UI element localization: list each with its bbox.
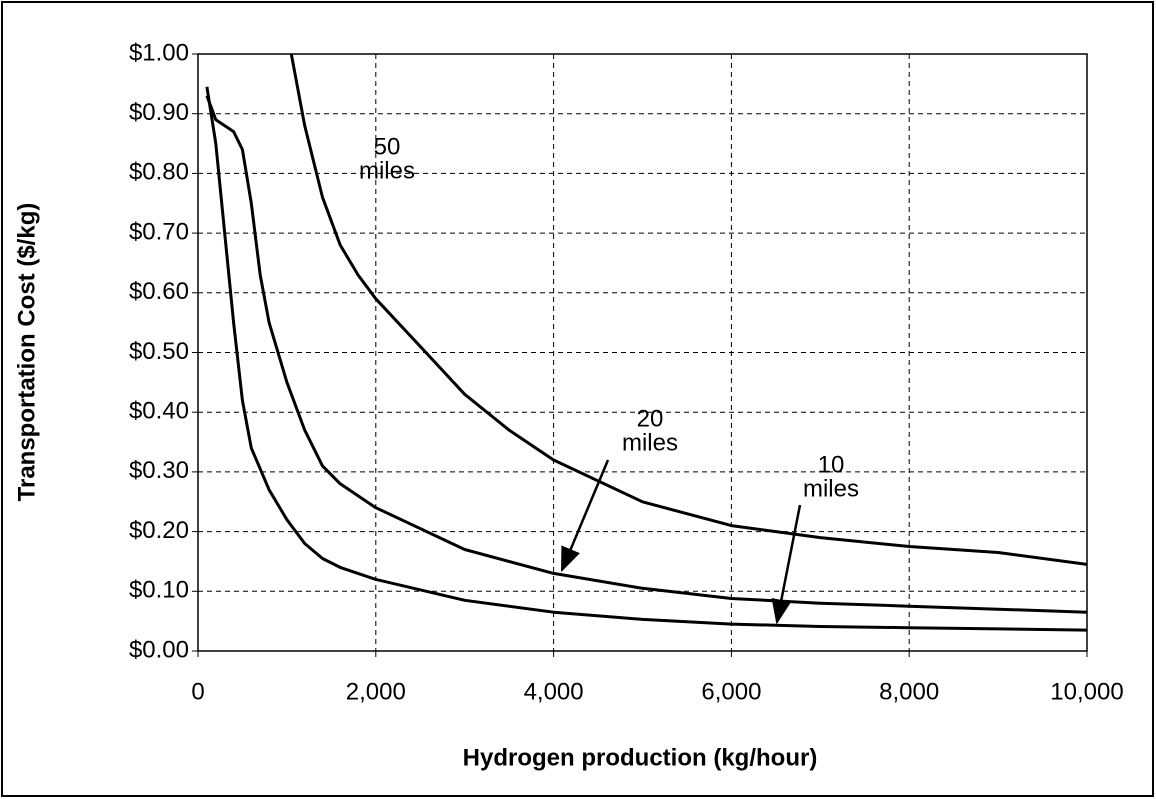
annotation-arrow [771, 504, 802, 625]
series-line [205, 95, 1087, 614]
x-tick-label: 6,000 [701, 678, 761, 705]
x-tick-label: 10,000 [1050, 678, 1123, 705]
y-tick-label: $0.10 [129, 577, 189, 604]
plot-border [197, 53, 1088, 652]
x-tick-label: 2,000 [346, 678, 406, 705]
annotation: miles [803, 475, 859, 502]
y-tick-label: $0.70 [129, 218, 189, 245]
x-tick-label: 4,000 [524, 678, 584, 705]
y-tick-label: $0.40 [129, 398, 189, 425]
series-group [205, 54, 1087, 632]
annotation: miles [359, 157, 415, 184]
y-tick-label: $0.20 [129, 517, 189, 544]
x-axis-title: Hydrogen production (kg/hour) [463, 744, 818, 771]
y-axis-title: Transportation Cost ($/kg) [13, 203, 40, 502]
x-tick-label: 0 [191, 678, 204, 705]
series-line [205, 86, 1087, 632]
annotation: 50 [374, 133, 401, 160]
annotation: 20 [637, 405, 664, 432]
y-tick-label: $1.00 [129, 39, 189, 66]
annotation: miles [622, 429, 678, 456]
annotation-arrow [560, 459, 610, 573]
y-tick-label: $0.30 [129, 457, 189, 484]
y-tick-label: $0.60 [129, 278, 189, 305]
y-tick-label: $0.50 [129, 338, 189, 365]
series-line [289, 54, 1087, 566]
y-tick-label: $0.90 [129, 99, 189, 126]
y-tick-label: $0.00 [129, 636, 189, 663]
x-tick-label: 8,000 [879, 678, 939, 705]
annotation: 10 [818, 451, 845, 478]
y-tick-label: $0.80 [129, 159, 189, 186]
